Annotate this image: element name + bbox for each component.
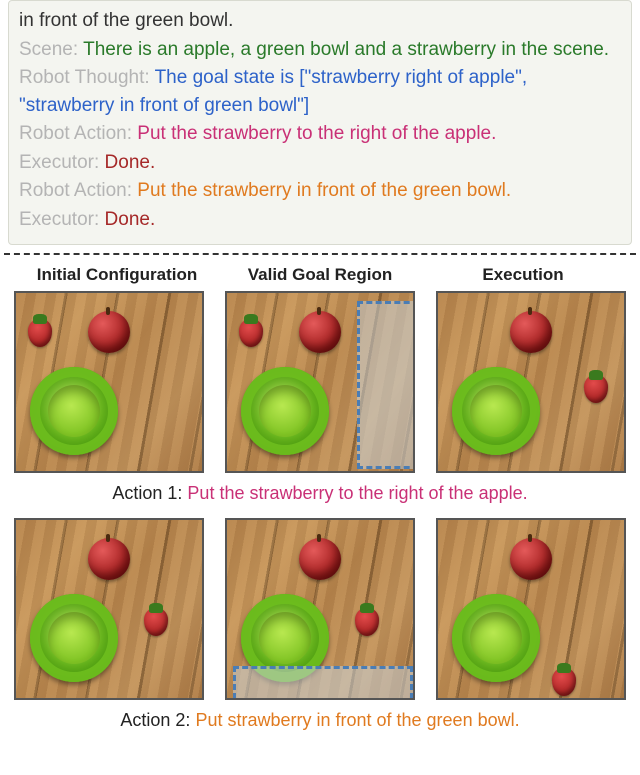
green-bowl: [241, 367, 329, 455]
header-initial: Initial Configuration: [22, 265, 212, 285]
caption2-text: Put strawberry in front of the green bow…: [195, 710, 519, 730]
caption-action-2: Action 2: Put strawberry in front of the…: [10, 710, 630, 731]
figure-row-1: [10, 291, 630, 473]
column-headers: Initial Configuration Valid Goal Region …: [10, 265, 630, 291]
user-text: in front of the green bowl.: [19, 10, 233, 31]
goal-region: [233, 666, 413, 700]
apple: [510, 311, 552, 353]
panel-r1-goal: [225, 291, 415, 473]
exec1-line: Executor: Done.: [19, 149, 621, 177]
panel-r2-initial: [14, 518, 204, 700]
apple: [299, 538, 341, 580]
green-bowl: [452, 594, 540, 682]
thought-line: Robot Thought: The goal state is ["straw…: [19, 64, 621, 119]
apple: [510, 538, 552, 580]
green-bowl: [452, 367, 540, 455]
user-line-truncated: in front of the green bowl.: [19, 7, 621, 35]
header-exec: Execution: [428, 265, 618, 285]
exec-label-2: Executor:: [19, 209, 105, 230]
strawberry: [355, 608, 379, 636]
strawberry: [28, 319, 52, 347]
scene-label: Scene:: [19, 39, 83, 60]
caption-action-1: Action 1: Put the strawberry to the righ…: [10, 483, 630, 504]
panel-r1-initial: [14, 291, 204, 473]
thought-label: Robot Thought:: [19, 67, 155, 88]
exec2-line: Executor: Done.: [19, 206, 621, 234]
caption1-label: Action 1:: [112, 483, 187, 503]
exec-label-1: Executor:: [19, 152, 105, 173]
caption1-text: Put the strawberry to the right of the a…: [187, 483, 527, 503]
action-label-2: Robot Action:: [19, 180, 137, 201]
scene-text: There is an apple, a green bowl and a st…: [83, 39, 609, 60]
panel-r1-exec: [436, 291, 626, 473]
strawberry: [552, 668, 576, 696]
figure-row-2: [10, 518, 630, 700]
exec2-text: Done.: [105, 209, 156, 230]
action-label-1: Robot Action:: [19, 123, 137, 144]
action1-line: Robot Action: Put the strawberry to the …: [19, 120, 621, 148]
figure-area: Initial Configuration Valid Goal Region …: [0, 265, 640, 731]
caption2-label: Action 2:: [120, 710, 195, 730]
action1-text: Put the strawberry to the right of the a…: [137, 123, 496, 144]
green-bowl: [30, 594, 118, 682]
scene-line: Scene: There is an apple, a green bowl a…: [19, 36, 621, 64]
apple: [88, 538, 130, 580]
green-bowl: [30, 367, 118, 455]
dialog-box: in front of the green bowl. Scene: There…: [8, 0, 632, 245]
strawberry: [239, 319, 263, 347]
panel-r2-exec: [436, 518, 626, 700]
strawberry: [144, 608, 168, 636]
exec1-text: Done.: [105, 152, 156, 173]
strawberry: [584, 375, 608, 403]
section-divider: [4, 253, 636, 255]
header-goal: Valid Goal Region: [225, 265, 415, 285]
goal-region: [357, 301, 415, 469]
action2-line: Robot Action: Put the strawberry in fron…: [19, 177, 621, 205]
panel-r2-goal: [225, 518, 415, 700]
apple: [299, 311, 341, 353]
apple: [88, 311, 130, 353]
action2-text: Put the strawberry in front of the green…: [137, 180, 511, 201]
